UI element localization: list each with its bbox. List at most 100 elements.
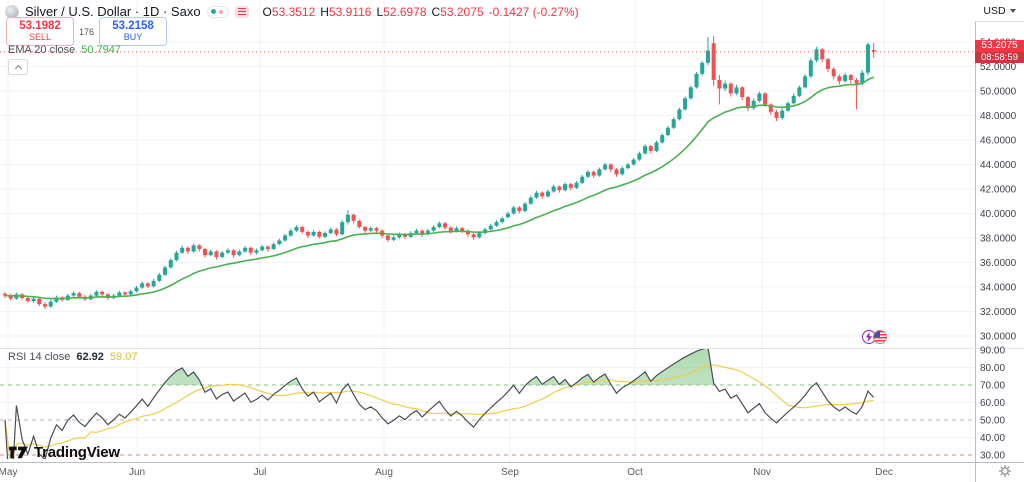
candle[interactable] — [700, 62, 705, 74]
candle[interactable] — [688, 87, 693, 99]
candle[interactable] — [774, 111, 779, 118]
ema-line[interactable] — [4, 76, 875, 300]
candle[interactable] — [317, 231, 322, 237]
candle[interactable] — [620, 168, 625, 175]
candle[interactable] — [791, 95, 796, 104]
candle[interactable] — [683, 98, 688, 110]
rsi-ma-line[interactable] — [4, 364, 874, 464]
month-label[interactable]: Sep — [501, 467, 519, 478]
candle[interactable] — [465, 230, 470, 235]
candle[interactable] — [745, 97, 750, 109]
candle[interactable] — [660, 135, 665, 143]
candle[interactable] — [557, 186, 562, 191]
candle[interactable] — [717, 79, 722, 89]
candle[interactable] — [871, 49, 876, 52]
market-status-toggle[interactable] — [206, 5, 229, 18]
candle[interactable] — [237, 251, 242, 256]
candle[interactable] — [265, 246, 270, 250]
candle[interactable] — [443, 223, 448, 228]
candle[interactable] — [545, 191, 550, 197]
candle[interactable] — [288, 230, 293, 236]
month-label[interactable]: May — [0, 467, 17, 478]
candle[interactable] — [368, 228, 373, 231]
candle[interactable] — [214, 251, 219, 257]
candle[interactable] — [157, 274, 162, 281]
candle[interactable] — [197, 245, 202, 250]
candle[interactable] — [648, 146, 653, 152]
candle[interactable] — [654, 142, 659, 152]
candle[interactable] — [740, 87, 745, 98]
candle[interactable] — [414, 230, 419, 234]
candle[interactable] — [168, 260, 173, 268]
candle[interactable] — [505, 213, 510, 218]
candle[interactable] — [43, 304, 48, 307]
candle[interactable] — [437, 223, 442, 227]
candle[interactable] — [140, 283, 145, 288]
month-label[interactable]: Jun — [129, 467, 145, 478]
candle[interactable] — [397, 234, 402, 238]
candle[interactable] — [363, 226, 368, 231]
candle[interactable] — [523, 203, 528, 212]
candle[interactable] — [517, 207, 522, 212]
candle[interactable] — [123, 292, 128, 295]
candle[interactable] — [597, 169, 602, 176]
candle[interactable] — [128, 291, 133, 295]
candle[interactable] — [757, 93, 762, 101]
rsi-line[interactable] — [4, 347, 875, 482]
candle[interactable] — [625, 164, 630, 169]
month-label[interactable]: Oct — [627, 467, 643, 478]
month-label[interactable]: Dec — [875, 467, 893, 478]
candle[interactable] — [185, 247, 190, 252]
candle[interactable] — [637, 153, 642, 160]
buy-button[interactable]: 53.2158 BUY — [99, 17, 168, 46]
candle[interactable] — [180, 247, 185, 253]
candle[interactable] — [248, 247, 253, 253]
candle[interactable] — [391, 237, 396, 240]
sell-button[interactable]: 53.1982 SELL — [6, 17, 74, 46]
candle[interactable] — [574, 182, 579, 188]
month-label[interactable]: Aug — [375, 467, 393, 478]
candle[interactable] — [728, 83, 733, 94]
candle[interactable] — [580, 176, 585, 183]
candle[interactable] — [820, 49, 825, 60]
candle[interactable] — [797, 87, 802, 96]
candle[interactable] — [837, 76, 842, 82]
candle[interactable] — [780, 110, 785, 118]
candle[interactable] — [134, 287, 139, 292]
candle[interactable] — [385, 235, 390, 240]
candle[interactable] — [471, 234, 476, 238]
candle[interactable] — [225, 250, 230, 253]
candle[interactable] — [77, 293, 82, 297]
candle[interactable] — [860, 72, 865, 84]
candle[interactable] — [208, 251, 213, 256]
candle[interactable] — [8, 295, 13, 299]
candle[interactable] — [848, 75, 853, 80]
candle[interactable] — [500, 218, 505, 223]
candle[interactable] — [420, 230, 425, 235]
candle[interactable] — [117, 292, 122, 296]
candle[interactable] — [203, 249, 208, 256]
candle[interactable] — [220, 252, 225, 257]
candle[interactable] — [631, 159, 636, 165]
candle[interactable] — [345, 214, 350, 223]
candle[interactable] — [374, 228, 379, 231]
candle[interactable] — [300, 226, 305, 232]
candle[interactable] — [54, 297, 59, 302]
candle[interactable] — [71, 293, 76, 296]
candle[interactable] — [568, 184, 573, 188]
candle[interactable] — [803, 76, 808, 88]
currency-selector[interactable]: USD — [975, 0, 1024, 21]
candle[interactable] — [37, 298, 42, 305]
candle[interactable] — [94, 291, 99, 296]
candle[interactable] — [563, 184, 568, 191]
candle[interactable] — [254, 250, 259, 253]
candle[interactable] — [603, 164, 608, 170]
candle[interactable] — [460, 228, 465, 231]
candle[interactable] — [357, 220, 362, 227]
candle[interactable] — [3, 293, 7, 296]
notes-icon[interactable] — [234, 5, 249, 18]
candle[interactable] — [763, 93, 768, 105]
candle[interactable] — [734, 87, 739, 94]
candle[interactable] — [260, 246, 265, 251]
